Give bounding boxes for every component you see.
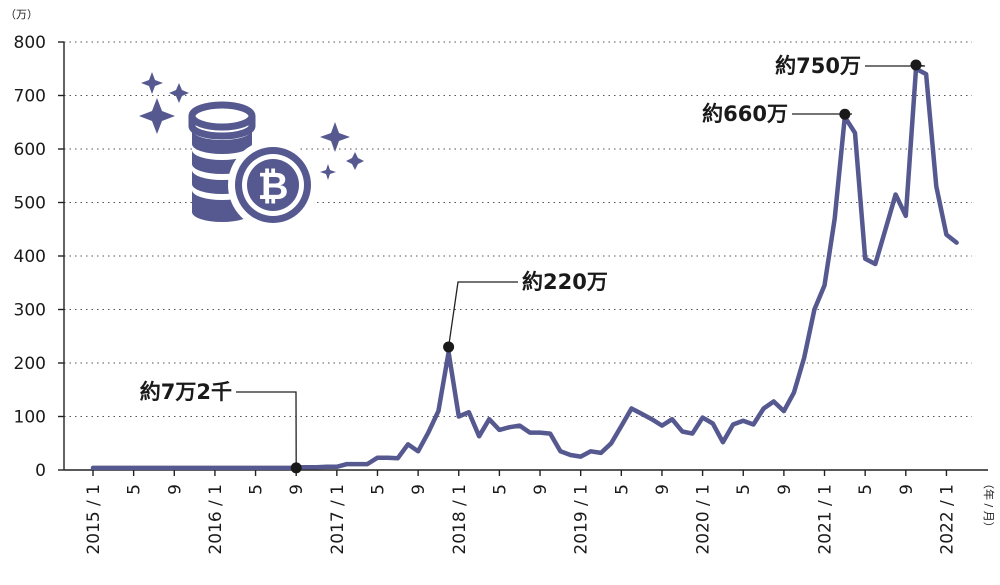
annotation-label: 約7万2千: [140, 380, 232, 404]
x-tick-label: 5: [490, 484, 510, 495]
y-tick-label: 100: [14, 408, 46, 428]
bitcoin-coin-stack-icon: ₿: [139, 72, 364, 230]
annotations: 約7万2千 約220万 約660万 約750万: [140, 54, 926, 474]
x-tick-label: 2016 / 1: [206, 484, 226, 555]
annotation-marker: [290, 462, 302, 474]
y-tick-label: 300: [14, 301, 46, 321]
x-tick-label: 9: [775, 484, 795, 495]
x-tick-label: 5: [368, 484, 388, 495]
sparkle-large-icon: [320, 122, 350, 152]
y-tick-label: 600: [14, 140, 46, 160]
x-axis-ticks: 2015 / 1 5 9 2016 / 1 5 9 2017 / 1 5 9 2018 / 1 5 9…: [84, 470, 957, 555]
annotation-label: 約750万: [775, 54, 861, 78]
x-tick-label: 5: [856, 484, 876, 495]
x-tick-label: 5: [247, 484, 267, 495]
x-tick-label: 5: [734, 484, 754, 495]
sparkle-small-icon: [320, 164, 336, 180]
x-tick-label: 9: [287, 484, 307, 495]
x-tick-label: 2017 / 1: [328, 484, 348, 555]
x-tick-label: 2021 / 1: [816, 484, 836, 555]
x-tick-label: 2022 / 1: [937, 484, 957, 555]
y-tick-label: 400: [14, 247, 46, 267]
y-tick-label: 500: [14, 194, 46, 214]
sparkle-small-icon: [346, 152, 364, 170]
x-tick-label: 9: [409, 484, 429, 495]
sparkle-large-icon: [139, 98, 175, 134]
x-tick-label: 9: [165, 484, 185, 495]
x-tick-label: 2018 / 1: [450, 484, 470, 555]
x-axis-unit: （年 / 月）: [982, 478, 996, 533]
annotation-label: 約660万: [702, 102, 788, 126]
x-tick-label: 2015 / 1: [84, 484, 104, 555]
x-tick-label: 2019 / 1: [572, 484, 592, 555]
annotation-leader: [447, 281, 518, 348]
annotation-marker: [443, 341, 455, 353]
annotation-marker: [839, 108, 851, 120]
sparkle-small-icon: [141, 72, 163, 94]
annotation-leader: [236, 391, 297, 468]
x-tick-label: 5: [125, 484, 145, 495]
x-tick-label: 9: [897, 484, 917, 495]
sparkle-small-icon: [169, 83, 189, 103]
x-tick-label: 9: [531, 484, 551, 495]
x-tick-label: 9: [653, 484, 673, 495]
y-axis-unit: （万）: [5, 8, 38, 21]
coin-stack: [188, 101, 318, 230]
x-tick-label: 5: [612, 484, 632, 495]
y-axis-ticks: 0 100 200 300 400 500 600 700 800: [14, 33, 64, 481]
annotation-marker: [910, 59, 922, 71]
y-tick-label: 0: [35, 461, 46, 481]
y-tick-label: 200: [14, 354, 46, 374]
y-tick-label: 800: [14, 33, 46, 53]
x-tick-label: 2020 / 1: [694, 484, 714, 555]
y-tick-label: 700: [14, 87, 46, 107]
gridlines: [64, 41, 972, 417]
annotation-label: 約220万: [522, 270, 608, 294]
bitcoin-symbol: ₿: [258, 164, 289, 208]
